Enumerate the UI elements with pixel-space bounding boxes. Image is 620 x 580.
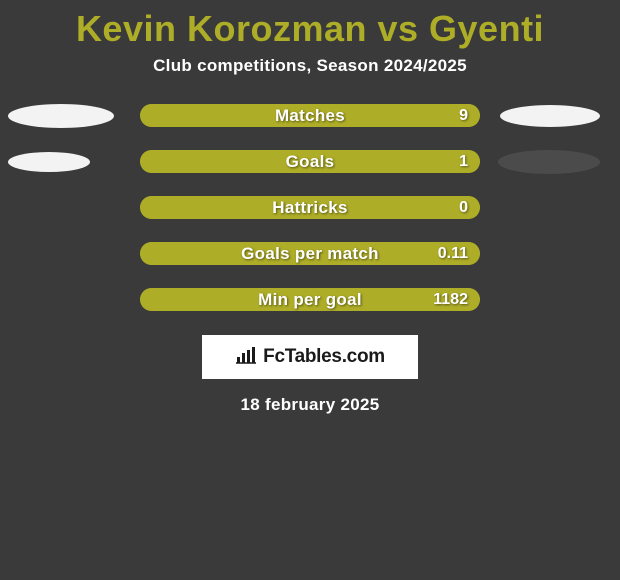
stat-label: Goals xyxy=(286,152,335,172)
stat-row: Goals 1 xyxy=(0,150,620,173)
stat-value: 1182 xyxy=(433,291,468,309)
subtitle: Club competitions, Season 2024/2025 xyxy=(0,56,620,104)
bar-chart-icon xyxy=(235,346,257,369)
stat-bar: Goals 1 xyxy=(140,150,480,173)
stat-bar: Min per goal 1182 xyxy=(140,288,480,311)
stat-value: 0 xyxy=(459,199,468,217)
right-ellipse xyxy=(500,105,600,127)
stat-row: Min per goal 1182 xyxy=(0,288,620,311)
stat-value: 1 xyxy=(459,153,468,171)
stat-value: 9 xyxy=(459,107,468,125)
stat-bar: Hattricks 0 xyxy=(140,196,480,219)
stat-label: Matches xyxy=(275,106,345,126)
stat-label: Goals per match xyxy=(241,244,379,264)
stat-rows: Matches 9 Goals 1 Hattricks 0 Goals per match 0… xyxy=(0,104,620,311)
stat-value: 0.11 xyxy=(438,245,468,263)
stat-label: Hattricks xyxy=(272,198,347,218)
stat-row: Matches 9 xyxy=(0,104,620,127)
stat-bar: Goals per match 0.11 xyxy=(140,242,480,265)
stat-row: Hattricks 0 xyxy=(0,196,620,219)
date-line: 18 february 2025 xyxy=(0,379,620,415)
brand-badge: FcTables.com xyxy=(202,335,418,379)
stat-row: Goals per match 0.11 xyxy=(0,242,620,265)
page-title: Kevin Korozman vs Gyenti xyxy=(0,0,620,56)
left-ellipse xyxy=(8,104,114,128)
brand-text: FcTables.com xyxy=(263,346,385,368)
right-ellipse xyxy=(498,150,600,174)
stat-label: Min per goal xyxy=(258,290,362,310)
stat-bar: Matches 9 xyxy=(140,104,480,127)
left-ellipse xyxy=(8,152,90,172)
